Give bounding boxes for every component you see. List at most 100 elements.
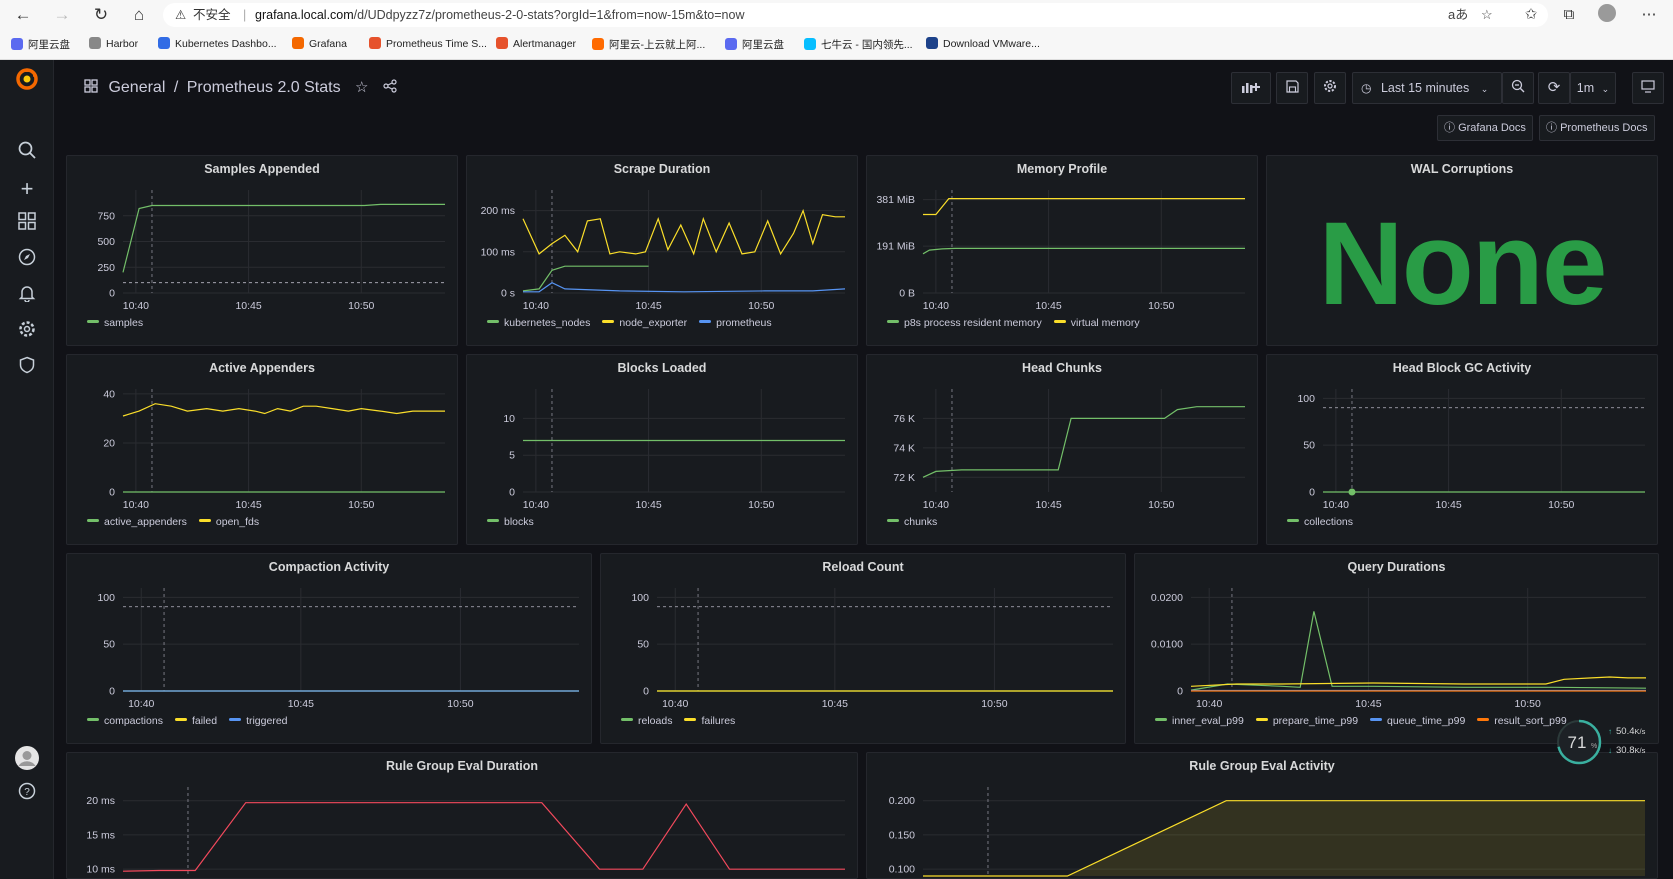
panel-title[interactable]: Query Durations xyxy=(1347,560,1446,574)
legend-item[interactable]: p8s process resident memory xyxy=(887,317,1042,329)
legend-item[interactable]: kubernetes_nodes xyxy=(487,317,590,329)
create-plus-icon[interactable]: + xyxy=(20,176,34,201)
zoom-out-button[interactable] xyxy=(1502,72,1534,104)
alerting-bell-icon[interactable] xyxy=(14,284,40,310)
legend-item[interactable]: compactions xyxy=(87,715,163,727)
breadcrumb-folder[interactable]: General xyxy=(108,79,166,96)
legend-item[interactable]: prometheus xyxy=(699,317,772,329)
series-line xyxy=(922,406,1245,478)
legend-item[interactable]: prepare_time_p99 xyxy=(1255,715,1358,727)
bookmark-item[interactable]: Alertmanager xyxy=(496,37,576,50)
panel-query-durations[interactable]: Query Durations 0 0.0100 0.0200 10:40 10:45 10… xyxy=(1134,553,1659,744)
time-range-picker[interactable]: ◷ Last 15 minutes ⌄ xyxy=(1352,72,1502,104)
panel-reload-count[interactable]: Reload Count 0 50 100 10:40 10:45 10:50 reloads… xyxy=(600,553,1126,744)
dashboard-settings-button[interactable] xyxy=(1314,72,1346,104)
legend-item[interactable]: reloads xyxy=(621,715,672,727)
panel-title[interactable]: Blocks Loaded xyxy=(617,361,707,375)
bookmark-item[interactable]: Harbor xyxy=(89,37,138,50)
bookmark-item[interactable]: 阿里云-上云就上阿... xyxy=(592,37,705,52)
read-aloud-icon[interactable]: aあ xyxy=(1448,7,1469,22)
share-icon[interactable] xyxy=(383,79,397,93)
panel-scrape-duration[interactable]: Scrape Duration 0 s 100 ms 200 ms 10:40 10:45… xyxy=(466,155,858,346)
bookmark-item[interactable]: 阿里云盘 xyxy=(11,37,70,52)
add-panel-button[interactable] xyxy=(1231,72,1271,104)
forward-button[interactable]: → xyxy=(53,5,71,24)
legend-label: compactions xyxy=(104,715,163,727)
legend-item[interactable]: virtual memory xyxy=(1053,317,1140,329)
bookmark-item[interactable]: 七牛云 - 国内领先... xyxy=(804,37,913,52)
home-button[interactable]: ⌂ xyxy=(133,5,145,24)
bookmark-item[interactable]: 阿里云盘 xyxy=(725,37,784,52)
panel-head-block-gc-activity[interactable]: Head Block GC Activity 0 50 100 10:40 10:45 10… xyxy=(1266,354,1658,545)
panel-title[interactable]: Memory Profile xyxy=(1016,162,1108,176)
dashboards-icon[interactable] xyxy=(14,212,40,238)
panel-samples-appended[interactable]: Samples Appended 0 250 500 750 10:40 10:45 10:5… xyxy=(66,155,458,346)
grafana-logo-icon[interactable] xyxy=(14,66,40,92)
configuration-gear-icon[interactable] xyxy=(14,320,40,346)
panel-head-chunks[interactable]: Head Chunks 72 K 74 K 76 K 10:40 10:45 10:50 ch… xyxy=(866,354,1258,545)
panel-active-appenders[interactable]: Active Appenders 0 20 40 10:40 10:45 10:50 acti… xyxy=(66,354,458,545)
refresh-interval-picker[interactable]: 1m ⌄ xyxy=(1570,72,1616,104)
legend-item[interactable]: inner_eval_p99 xyxy=(1155,715,1244,727)
legend-item[interactable]: open_fds xyxy=(198,516,259,528)
explore-compass-icon[interactable] xyxy=(14,248,40,274)
url-field[interactable]: ⚠ 不安全 | grafana.local.com/d/UDdpyzz7z/pr… xyxy=(163,3,1548,27)
server-admin-shield-icon[interactable] xyxy=(14,356,40,382)
panel-blocks-loaded[interactable]: Blocks Loaded 0 5 10 10:40 10:45 10:50 blocks xyxy=(466,354,858,545)
panel-title[interactable]: Scrape Duration xyxy=(613,162,711,176)
panel-wal-corruptions[interactable]: WAL Corruptions None xyxy=(1266,155,1658,346)
collections-icon[interactable]: ⧉ xyxy=(1563,6,1575,23)
user-avatar-icon[interactable] xyxy=(14,746,40,772)
help-icon[interactable]: ? xyxy=(14,782,40,808)
legend-item[interactable]: queue_time_p99 xyxy=(1370,715,1465,727)
bookmark-item[interactable]: Prometheus Time S... xyxy=(369,37,487,50)
y-tick-label: 500 xyxy=(97,236,115,248)
panel-title[interactable]: Rule Group Eval Duration xyxy=(385,759,539,773)
legend-item[interactable]: collections xyxy=(1287,516,1353,528)
panel-rule-group-eval-duration[interactable]: Rule Group Eval Duration 10 ms 15 ms 20 ms xyxy=(66,752,858,879)
back-button[interactable]: ← xyxy=(14,5,32,24)
bookmark-item[interactable]: Kubernetes Dashbo... xyxy=(158,37,277,50)
save-dashboard-button[interactable] xyxy=(1276,72,1308,104)
legend-item[interactable]: failed xyxy=(174,715,217,727)
panel-title[interactable]: Compaction Activity xyxy=(268,560,390,574)
x-tick-label: 10:50 xyxy=(1515,698,1541,710)
panel-title[interactable]: Reload Count xyxy=(822,560,904,574)
network-speed-widget[interactable]: 71 % ↑ 50.4K/s ↓ 30.8K/s xyxy=(1555,718,1671,774)
panel-memory-profile[interactable]: Memory Profile 0 B 191 MiB 381 MiB 10:40 10:4… xyxy=(866,155,1258,346)
refresh-dashboard-button[interactable]: ⟳ xyxy=(1538,72,1570,104)
refresh-button[interactable]: ↻ xyxy=(93,5,109,24)
legend-item[interactable]: triggered xyxy=(229,715,288,727)
panel-compaction-activity[interactable]: Compaction Activity 0 50 100 10:40 10:45 10:50… xyxy=(66,553,592,744)
chart-legend: p8s process resident memory virtual memor… xyxy=(887,317,1152,329)
star-icon[interactable]: ☆ xyxy=(355,79,369,96)
panel-title[interactable]: Rule Group Eval Activity xyxy=(1189,759,1335,773)
profile-avatar-icon[interactable] xyxy=(1594,4,1620,26)
legend-item[interactable]: blocks xyxy=(487,516,534,528)
panel-title[interactable]: Active Appenders xyxy=(209,361,315,375)
cpu-unit: % xyxy=(1591,743,1597,750)
legend-item[interactable]: node_exporter xyxy=(602,317,687,329)
grafana-docs-link[interactable]: ⓘ Grafana Docs xyxy=(1437,115,1533,141)
legend-item[interactable]: chunks xyxy=(887,516,937,528)
prometheus-docs-link[interactable]: ⓘ Prometheus Docs xyxy=(1539,115,1655,141)
legend-item[interactable]: failures xyxy=(684,715,735,727)
more-menu-icon[interactable]: ⋯ xyxy=(1641,6,1657,23)
panel-rule-group-eval-activity[interactable]: Rule Group Eval Activity 0.100 0.150 0.200 xyxy=(866,752,1658,879)
legend-item[interactable]: samples xyxy=(87,317,143,329)
panel-title[interactable]: WAL Corruptions xyxy=(1410,162,1514,176)
legend-item[interactable]: result_sort_p99 xyxy=(1477,715,1567,727)
dashboard-title[interactable]: Prometheus 2.0 Stats xyxy=(186,79,341,96)
legend-item[interactable]: active_appenders xyxy=(87,516,187,528)
bookmark-item[interactable]: Grafana xyxy=(292,37,347,50)
y-tick-label: 0 xyxy=(109,686,115,698)
panel-title[interactable]: Head Block GC Activity xyxy=(1392,361,1532,375)
tv-mode-button[interactable] xyxy=(1632,72,1664,104)
add-favorite-icon[interactable]: ☆ xyxy=(1481,7,1493,22)
panel-title[interactable]: Head Chunks xyxy=(1022,361,1102,375)
search-icon[interactable] xyxy=(14,140,40,166)
x-tick-label: 10:40 xyxy=(1196,698,1222,710)
bookmark-item[interactable]: Download VMware... xyxy=(926,37,1040,50)
panel-title[interactable]: Samples Appended xyxy=(204,162,320,176)
favorites-icon[interactable]: ✩ xyxy=(1524,6,1538,23)
